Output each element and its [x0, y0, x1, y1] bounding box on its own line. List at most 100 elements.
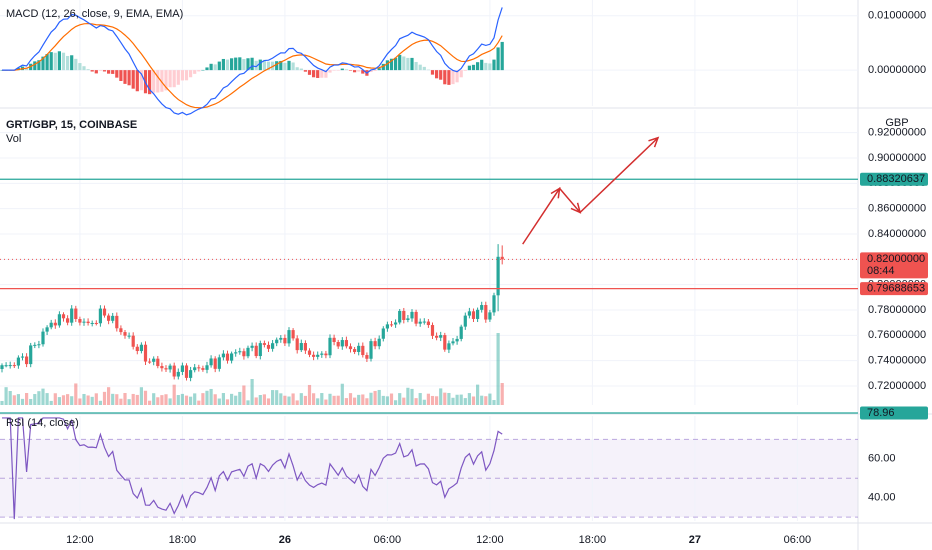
macd-histogram-bar — [418, 64, 422, 71]
macd-histogram-bar — [90, 70, 94, 72]
price-line-label-bg — [860, 282, 928, 296]
candle — [246, 345, 250, 359]
candle — [316, 351, 320, 360]
candle — [250, 342, 254, 352]
candle — [275, 337, 279, 347]
volume-bar — [476, 384, 480, 405]
time-axis-tick: 27 — [689, 534, 701, 546]
candle — [439, 331, 443, 342]
volume-bar — [209, 388, 213, 405]
macd-histogram-bar — [82, 66, 86, 71]
macd-histogram-bar — [299, 68, 303, 71]
candle — [66, 315, 70, 326]
macd-histogram-bar — [213, 64, 217, 71]
arrow-head — [550, 186, 561, 199]
rsi-last-label-bg — [860, 406, 928, 420]
volume-bar — [70, 396, 74, 405]
candle — [20, 353, 25, 361]
candle — [303, 340, 307, 354]
volume-bar — [414, 398, 418, 405]
volume-bar — [295, 400, 299, 405]
macd-histogram-bar — [295, 67, 299, 71]
candle — [168, 363, 172, 373]
price-lines — [0, 178, 858, 414]
candle — [98, 305, 102, 327]
macd-histogram-bar — [328, 70, 332, 73]
volume-bar — [484, 396, 488, 405]
volume-bar — [447, 392, 451, 405]
macd-histogram-bar — [66, 55, 70, 71]
chart-grid — [0, 0, 858, 521]
volume-bar — [111, 393, 115, 405]
candle — [135, 344, 139, 355]
candle — [172, 362, 176, 380]
macd-histogram-bar — [209, 63, 213, 71]
candle — [443, 332, 447, 352]
candle — [328, 334, 332, 359]
candle — [61, 312, 66, 322]
projection-arrow[interactable] — [522, 136, 660, 245]
macd-histogram-bar — [94, 70, 98, 74]
macd-histogram-bar — [205, 67, 209, 71]
volume-bar — [455, 394, 459, 405]
macd-histogram-bar — [307, 70, 312, 75]
macd-histogram-bar — [353, 70, 357, 73]
volume-bar — [41, 388, 45, 405]
volume-bar — [303, 395, 307, 405]
arrow-head — [570, 202, 582, 214]
volume-bar — [16, 394, 20, 405]
candle — [426, 319, 430, 328]
candle — [271, 340, 275, 352]
candle — [455, 335, 459, 345]
macd-histogram-bar — [156, 70, 160, 93]
macd-histogram-bar — [221, 58, 225, 71]
candle — [8, 361, 12, 369]
price-axis-tick: 0.76000000 — [868, 329, 926, 341]
candle — [184, 363, 189, 381]
macd-histogram-bar — [492, 59, 496, 71]
volume-bar — [443, 392, 447, 405]
candle — [394, 319, 398, 328]
candle — [422, 318, 426, 325]
volume-bar — [467, 393, 471, 405]
price-axis-tick: 0.74000000 — [868, 355, 926, 367]
volume-bar — [33, 394, 37, 405]
macd-histogram-bar — [53, 52, 57, 71]
macd-histogram-bar — [430, 70, 435, 75]
volume-bar — [283, 395, 287, 405]
candle — [189, 366, 193, 382]
volume-bar — [389, 393, 394, 405]
volume-bar — [340, 383, 344, 405]
macd-histogram-bar — [139, 70, 143, 91]
arrow-path[interactable] — [522, 137, 659, 245]
volume-bar — [131, 393, 135, 405]
candle — [467, 307, 471, 319]
candle — [90, 320, 94, 327]
macd-histogram-bar — [291, 62, 295, 71]
volume-bar — [102, 391, 107, 405]
macd-histogram-bar — [348, 70, 353, 71]
rsi-axis-tick: 40.00 — [868, 492, 896, 504]
volume-bar — [94, 393, 98, 405]
volume-bar — [123, 393, 127, 405]
time-axis-tick: 06:00 — [784, 534, 812, 546]
volume-bar — [398, 393, 402, 405]
volume-bar — [107, 387, 111, 405]
volume-bar — [168, 398, 172, 405]
volume-bar — [205, 390, 209, 405]
volume-bar — [394, 400, 398, 405]
macd-histogram-bar — [45, 54, 49, 71]
volume-bar — [291, 393, 295, 405]
candle — [410, 309, 414, 322]
time-axis: 12:00 18:00 26 06:00 12:00 18:00 27 06:00 — [66, 534, 811, 546]
volume-bar — [160, 395, 164, 405]
volume-bar — [385, 396, 389, 405]
macd-histogram-bar — [381, 63, 385, 71]
volume-bar — [402, 397, 406, 405]
macd-histogram-bar — [148, 70, 152, 95]
candle — [365, 352, 369, 362]
volume-bar — [381, 395, 385, 405]
candle — [254, 342, 258, 359]
volume-bar — [82, 393, 86, 405]
rsi-title: RSI (14, close) — [6, 417, 79, 429]
